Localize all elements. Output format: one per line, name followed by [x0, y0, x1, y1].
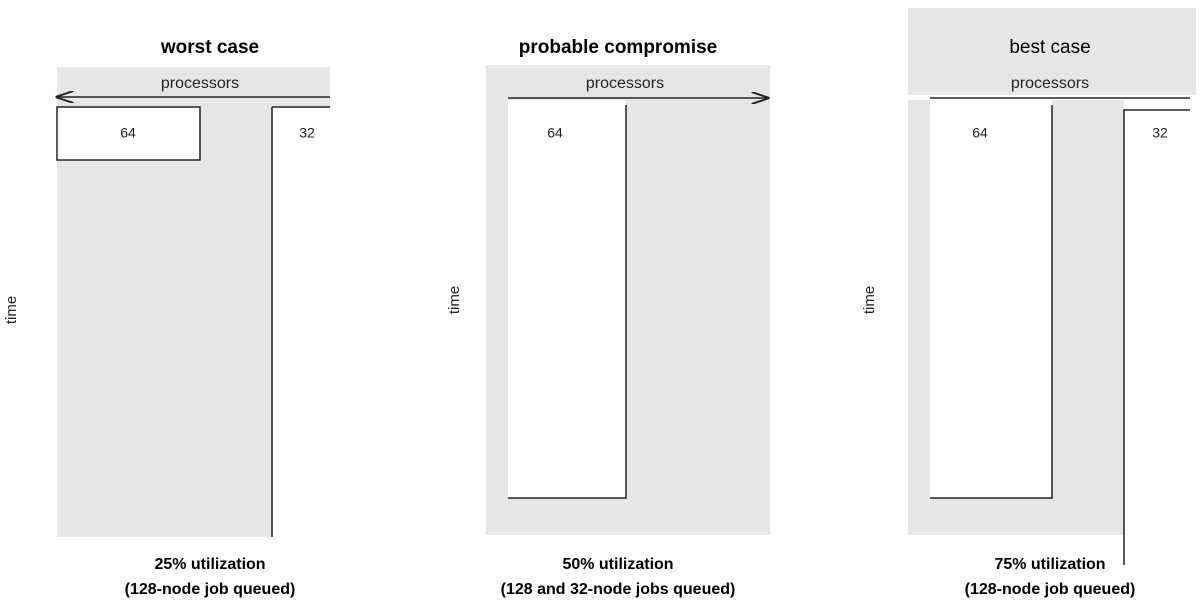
panel-title: probable compromise	[519, 37, 718, 58]
block-label: 64	[547, 125, 563, 141]
axis-label: processors	[1011, 75, 1089, 92]
caption: 75% utilization	[994, 556, 1105, 573]
divider	[508, 105, 627, 499]
divider	[1123, 109, 1190, 565]
free-region	[272, 107, 330, 537]
caption: (128-node job queued)	[965, 581, 1136, 598]
block-label: 32	[299, 125, 315, 141]
caption: (128 and 32-node jobs queued)	[501, 581, 736, 598]
shading	[908, 8, 1196, 95]
job-block	[508, 100, 626, 498]
panel-title: worst case	[160, 37, 259, 58]
block-label: 64	[972, 125, 988, 141]
panel-compromise: probable compromise processors 64 time 5…	[446, 37, 770, 598]
job-block	[930, 100, 1052, 498]
time-label: time	[861, 286, 878, 314]
caption: 25% utilization	[154, 556, 265, 573]
time-label: time	[3, 296, 20, 324]
time-label: time	[446, 286, 463, 314]
caption: 50% utilization	[562, 556, 673, 573]
panel-worst: worst case processors 64 32 time 25% uti…	[3, 37, 330, 598]
divider	[930, 105, 1053, 499]
panel-title: best case	[1009, 37, 1090, 58]
job-block	[56, 106, 201, 161]
axis-label: processors	[586, 75, 664, 92]
block-label: 32	[1152, 125, 1168, 141]
caption: (128-node job queued)	[125, 581, 296, 598]
block-label: 64	[120, 125, 136, 141]
axis-label: processors	[161, 75, 239, 92]
panel-best: best case processors 64 32 time 75% util…	[861, 8, 1196, 598]
